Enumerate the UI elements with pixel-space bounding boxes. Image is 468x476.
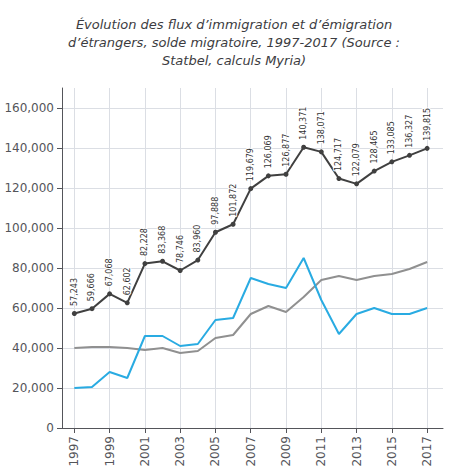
svg-text:136,327: 136,327 bbox=[405, 115, 414, 148]
svg-text:Évolution des flux d’immigrati: Évolution des flux d’immigration et d’ém… bbox=[76, 17, 392, 32]
svg-text:2009: 2009 bbox=[279, 436, 293, 467]
svg-text:57,243: 57,243 bbox=[70, 278, 79, 306]
svg-text:83,368: 83,368 bbox=[158, 226, 167, 254]
svg-text:83,960: 83,960 bbox=[193, 225, 202, 253]
svg-text:2013: 2013 bbox=[350, 436, 364, 467]
svg-text:138,071: 138,071 bbox=[317, 111, 326, 144]
svg-text:2015: 2015 bbox=[385, 436, 399, 467]
svg-text:2001: 2001 bbox=[138, 436, 152, 467]
svg-text:1997: 1997 bbox=[67, 436, 81, 467]
svg-text:120,000: 120,000 bbox=[4, 181, 54, 195]
svg-text:97,888: 97,888 bbox=[211, 197, 220, 225]
svg-text:126,069: 126,069 bbox=[264, 135, 273, 168]
svg-text:2007: 2007 bbox=[244, 436, 258, 467]
svg-text:1999: 1999 bbox=[103, 436, 117, 467]
svg-text:62,602: 62,602 bbox=[123, 267, 132, 295]
svg-text:60,000: 60,000 bbox=[12, 301, 54, 315]
svg-text:101,872: 101,872 bbox=[229, 184, 238, 217]
svg-text:80,000: 80,000 bbox=[12, 261, 54, 275]
svg-text:82,228: 82,228 bbox=[140, 228, 149, 256]
svg-text:40,000: 40,000 bbox=[12, 341, 54, 355]
svg-text:119,679: 119,679 bbox=[246, 148, 255, 181]
svg-text:139,815: 139,815 bbox=[423, 108, 432, 141]
svg-text:128,465: 128,465 bbox=[370, 130, 379, 163]
svg-text:67,068: 67,068 bbox=[105, 258, 114, 286]
svg-text:140,000: 140,000 bbox=[4, 141, 54, 155]
svg-text:2005: 2005 bbox=[208, 436, 222, 467]
svg-text:2003: 2003 bbox=[173, 436, 187, 467]
svg-text:d’étrangers, solde migratoire,: d’étrangers, solde migratoire, 1997-2017… bbox=[68, 35, 400, 50]
svg-text:140,371: 140,371 bbox=[299, 107, 308, 140]
svg-text:100,000: 100,000 bbox=[4, 221, 54, 235]
svg-text:59,666: 59,666 bbox=[87, 273, 96, 301]
svg-text:160,000: 160,000 bbox=[4, 101, 54, 115]
svg-text:122,079: 122,079 bbox=[352, 143, 361, 176]
svg-text:20,000: 20,000 bbox=[12, 381, 54, 395]
svg-text:78,746: 78,746 bbox=[176, 235, 185, 263]
svg-text:124,717: 124,717 bbox=[334, 138, 343, 171]
svg-text:0: 0 bbox=[46, 421, 54, 435]
svg-text:2011: 2011 bbox=[314, 436, 328, 467]
svg-text:Statbel, calculs Myria): Statbel, calculs Myria) bbox=[162, 53, 306, 68]
svg-text:2017: 2017 bbox=[420, 436, 434, 467]
svg-text:126,877: 126,877 bbox=[282, 134, 291, 167]
svg-text:133,085: 133,085 bbox=[387, 121, 396, 154]
